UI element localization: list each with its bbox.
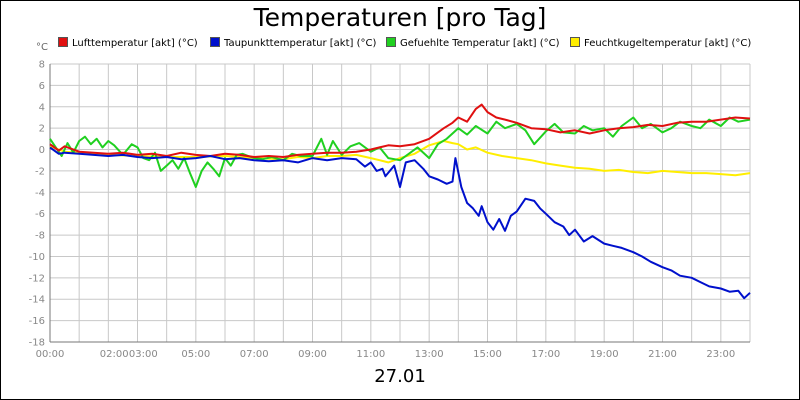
x-tick-label: 23:00 xyxy=(706,349,735,360)
y-tick-label: -10 xyxy=(29,252,45,263)
legend-item-lufttemperatur: Lufttemperatur [akt] (°C) xyxy=(58,37,198,51)
x-tick-label: 19:00 xyxy=(590,349,619,360)
x-tick-label: 21:00 xyxy=(648,349,677,360)
y-tick-label: -18 xyxy=(29,338,45,349)
y-axis-unit: °C xyxy=(36,42,48,53)
x-tick-label: 03:00 xyxy=(129,349,158,360)
legend-swatch-lufttemperatur xyxy=(58,37,68,47)
legend-label-feuchtkugeltemperatur: Feuchtkugeltemperatur [akt] (°C) xyxy=(584,38,752,49)
y-tick-label: -4 xyxy=(35,188,45,199)
x-tick-label: 00:00 xyxy=(36,349,65,360)
x-tick-label: 07:00 xyxy=(240,349,269,360)
series-line-gefuehlte-temperatur xyxy=(49,116,751,188)
y-tick-label: -8 xyxy=(35,231,45,242)
legend-swatch-gefuehlte-temperatur xyxy=(386,37,396,47)
legend-swatch-taupunkttemperatur xyxy=(210,37,220,47)
x-tick-label: 09:00 xyxy=(298,349,327,360)
legend-item-gefuehlte-temperatur: Gefuehlte Temperatur [akt] (°C) xyxy=(386,37,559,51)
legend-label-gefuehlte-temperatur: Gefuehlte Temperatur [akt] (°C) xyxy=(400,38,560,49)
series-line-lufttemperatur xyxy=(49,103,751,158)
series-line-taupunkttemperatur xyxy=(49,146,751,300)
y-tick-label: -14 xyxy=(29,295,45,306)
legend-item-feuchtkugeltemperatur: Feuchtkugeltemperatur [akt] (°C) xyxy=(570,37,751,51)
x-tick-label: 02:00 xyxy=(100,349,129,360)
y-tick-label: -2 xyxy=(35,166,45,177)
x-tick-label: 15:00 xyxy=(473,349,502,360)
y-tick-label: -16 xyxy=(29,316,45,327)
chart-title: Temperaturen [pro Tag] xyxy=(253,3,547,32)
date-label: 27.01 xyxy=(374,366,426,387)
legend-item-taupunkttemperatur: Taupunkttemperatur [akt] (°C) xyxy=(210,37,376,51)
y-tick-label: 0 xyxy=(39,145,45,156)
legend-label-lufttemperatur: Lufttemperatur [akt] (°C) xyxy=(72,38,198,49)
legend-swatch-feuchtkugeltemperatur xyxy=(570,37,580,47)
x-tick-label: 17:00 xyxy=(531,349,560,360)
y-tick-label: 6 xyxy=(39,81,45,92)
y-tick-label: -6 xyxy=(35,209,45,220)
x-tick-label: 11:00 xyxy=(356,349,385,360)
x-tick-label: 13:00 xyxy=(415,349,444,360)
y-tick-label: 2 xyxy=(39,124,45,135)
x-tick-label: 05:00 xyxy=(181,349,210,360)
y-tick-label: 4 xyxy=(39,102,45,113)
y-tick-label: 8 xyxy=(39,60,45,71)
y-tick-label: -12 xyxy=(29,273,45,284)
legend-label-taupunkttemperatur: Taupunkttemperatur [akt] (°C) xyxy=(224,38,377,49)
